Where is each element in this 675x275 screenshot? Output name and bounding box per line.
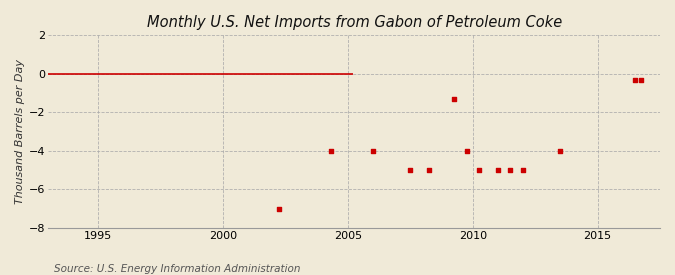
Y-axis label: Thousand Barrels per Day: Thousand Barrels per Day [15,59,25,204]
Title: Monthly U.S. Net Imports from Gabon of Petroleum Coke: Monthly U.S. Net Imports from Gabon of P… [146,15,562,30]
Point [326,149,337,153]
Point [461,149,472,153]
Point [424,168,435,172]
Point [505,168,516,172]
Point [405,168,416,172]
Point [517,168,528,172]
Point [555,149,566,153]
Point [368,149,379,153]
Point [492,168,503,172]
Point [449,97,460,101]
Text: Source: U.S. Energy Information Administration: Source: U.S. Energy Information Administ… [54,264,300,274]
Point [630,78,641,82]
Point [474,168,485,172]
Point [636,78,647,82]
Point [274,207,285,211]
